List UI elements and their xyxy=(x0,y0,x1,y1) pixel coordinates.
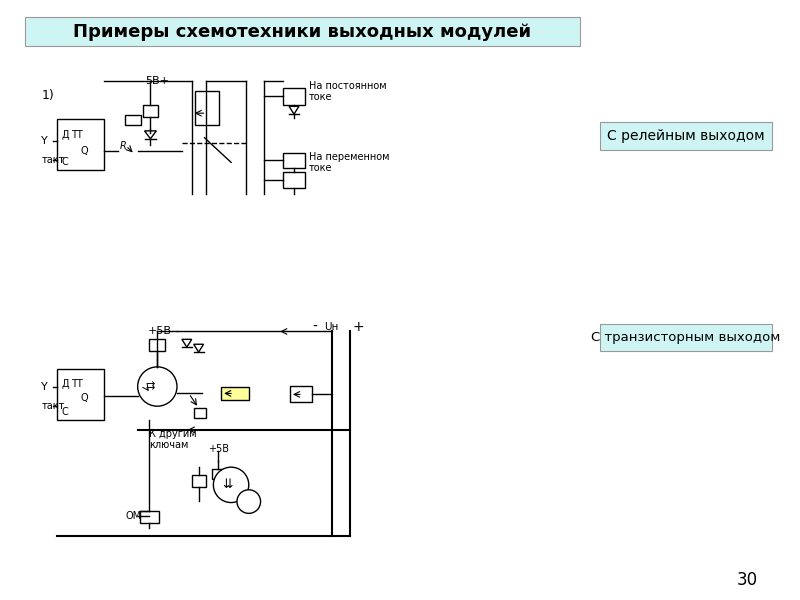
Text: +5В: +5В xyxy=(209,445,230,454)
Text: такт: такт xyxy=(42,155,65,166)
Text: Д: Д xyxy=(62,130,70,140)
Bar xyxy=(140,511,159,523)
Text: Y: Y xyxy=(42,136,48,146)
Bar xyxy=(212,469,224,479)
Text: На постоянном
токе: На постоянном токе xyxy=(309,81,386,103)
Text: +: + xyxy=(352,320,364,334)
Bar xyxy=(125,115,141,125)
Text: Q: Q xyxy=(81,394,88,403)
Text: C: C xyxy=(62,407,69,417)
Bar xyxy=(600,323,772,351)
Circle shape xyxy=(214,467,249,503)
Bar xyxy=(192,475,206,487)
Text: На переменном
токе: На переменном токе xyxy=(309,152,390,173)
Bar xyxy=(194,408,206,418)
Text: C: C xyxy=(62,157,69,167)
Polygon shape xyxy=(145,131,156,139)
Bar xyxy=(283,88,305,106)
Bar xyxy=(600,122,772,149)
Bar xyxy=(142,106,158,117)
Text: С транзисторным выходом: С транзисторным выходом xyxy=(590,331,780,344)
Text: С релейным выходом: С релейным выходом xyxy=(606,129,764,143)
Polygon shape xyxy=(289,106,299,114)
Bar xyxy=(57,369,104,420)
Text: -: - xyxy=(313,320,318,334)
Text: такт: такт xyxy=(42,401,65,411)
Text: ОМ: ОМ xyxy=(126,511,142,521)
Polygon shape xyxy=(194,344,203,352)
Bar xyxy=(283,172,305,188)
Text: К другим
ключам: К другим ключам xyxy=(150,429,197,451)
Text: Y: Y xyxy=(42,382,48,392)
Text: ТТ: ТТ xyxy=(70,379,82,389)
Text: Uн: Uн xyxy=(325,322,339,332)
Text: 30: 30 xyxy=(737,571,758,589)
Bar xyxy=(290,386,312,402)
Bar xyxy=(222,386,249,400)
Bar xyxy=(194,91,219,125)
Text: ⇊: ⇊ xyxy=(222,478,233,491)
Text: ⇉: ⇉ xyxy=(146,382,155,392)
Text: +5В: +5В xyxy=(147,326,171,337)
Circle shape xyxy=(138,367,177,406)
Bar xyxy=(283,152,305,168)
Text: Примеры схемотехники выходных модулей: Примеры схемотехники выходных модулей xyxy=(73,23,531,41)
Bar xyxy=(150,340,165,351)
Text: ТТ: ТТ xyxy=(70,130,82,140)
Circle shape xyxy=(237,490,261,514)
Polygon shape xyxy=(182,340,192,347)
Text: 5В+: 5В+ xyxy=(146,76,170,86)
Text: Q: Q xyxy=(81,146,88,155)
Text: Д: Д xyxy=(62,379,70,389)
Text: R: R xyxy=(120,140,126,151)
Text: 1): 1) xyxy=(42,89,54,102)
Bar xyxy=(57,119,104,170)
Bar xyxy=(25,17,580,46)
